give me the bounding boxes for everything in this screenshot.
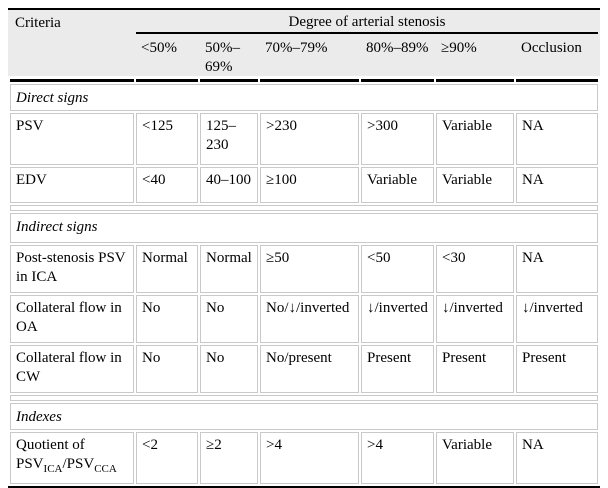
spacer-cell bbox=[10, 205, 599, 211]
cell-value: No bbox=[200, 295, 258, 343]
table-row-post-stenosis-psv: Post-stenosis PSV in ICA Normal Normal ≥… bbox=[10, 245, 599, 293]
section-title: Indirect signs bbox=[10, 213, 599, 243]
col-header-70-79: 70%–79% bbox=[260, 36, 359, 82]
col-header-ge90: ≥90% bbox=[436, 36, 514, 82]
cell-value: Present bbox=[516, 345, 599, 393]
table-row-collateral-oa: Collateral flow in OA No No No/↓/inverte… bbox=[10, 295, 599, 343]
cell-value: Variable bbox=[436, 113, 514, 165]
stenosis-criteria-table: Criteria Degree of arterial stenosis <50… bbox=[8, 10, 600, 486]
section-row-direct-signs: Direct signs bbox=[10, 84, 599, 111]
cell-value: Normal bbox=[136, 245, 198, 293]
section-title: Direct signs bbox=[10, 84, 599, 111]
spacer-cell bbox=[10, 395, 599, 401]
col-header-80-89: 80%–89% bbox=[361, 36, 434, 82]
cell-value: 40–100 bbox=[200, 167, 258, 203]
cell-value: No/↓/inverted bbox=[260, 295, 359, 343]
col-header-occlusion: Occlusion bbox=[516, 36, 599, 82]
group-header-row: Criteria Degree of arterial stenosis bbox=[10, 12, 599, 82]
cell-value: >230 bbox=[260, 113, 359, 165]
section-row-indirect-signs: Indirect signs bbox=[10, 213, 599, 243]
cell-value: ↓/inverted bbox=[436, 295, 514, 343]
cell-value: Variable bbox=[361, 167, 434, 203]
row-label: Post-stenosis PSV in ICA bbox=[10, 245, 134, 293]
section-row-indexes: Indexes bbox=[10, 403, 599, 430]
cell-value: ↓/inverted bbox=[361, 295, 434, 343]
cell-value: NA bbox=[516, 245, 599, 293]
cell-value: <50 bbox=[361, 245, 434, 293]
quotient-sub-cca: CCA bbox=[94, 463, 117, 475]
table-row-collateral-cw: Collateral flow in CW No No No/present P… bbox=[10, 345, 599, 393]
col-header-lt50: <50% bbox=[136, 36, 198, 82]
cell-value: >300 bbox=[361, 113, 434, 165]
stenosis-table-container: Criteria Degree of arterial stenosis <50… bbox=[8, 8, 600, 488]
column-header-row: <50% 50%–69% 70%–79% 80%–89% ≥90% Occlus… bbox=[10, 36, 599, 82]
row-label: Collateral flow in OA bbox=[10, 295, 134, 343]
spacer-row bbox=[10, 395, 599, 401]
table-row-psv-quotient: Quotient of PSVICA/PSVCCA <2 ≥2 >4 >4 Va… bbox=[10, 432, 599, 484]
cell-value: Variable bbox=[436, 167, 514, 203]
cell-value: ≥50 bbox=[260, 245, 359, 293]
cell-value: <2 bbox=[136, 432, 198, 484]
col-header-50-69: 50%–69% bbox=[200, 36, 258, 82]
cell-value: NA bbox=[516, 432, 599, 484]
row-label: PSV bbox=[10, 113, 134, 165]
row-label: Collateral flow in CW bbox=[10, 345, 134, 393]
quotient-psv-ica: PSV bbox=[16, 456, 44, 472]
criteria-column-header: Criteria bbox=[10, 12, 134, 82]
cell-value: Present bbox=[436, 345, 514, 393]
quotient-prefix: Quotient of bbox=[16, 437, 85, 453]
table-row-edv: EDV <40 40–100 ≥100 Variable Variable NA bbox=[10, 167, 599, 203]
cell-value: Variable bbox=[436, 432, 514, 484]
row-label-psv-quotient: Quotient of PSVICA/PSVCCA bbox=[10, 432, 134, 484]
cell-value: <125 bbox=[136, 113, 198, 165]
cell-value: ≥2 bbox=[200, 432, 258, 484]
row-label: EDV bbox=[10, 167, 134, 203]
cell-value: 125–230 bbox=[200, 113, 258, 165]
group-header: Degree of arterial stenosis bbox=[136, 12, 599, 34]
table-body: Direct signs PSV <125 125–230 >230 >300 … bbox=[10, 84, 599, 484]
quotient-sub-ica: ICA bbox=[43, 463, 63, 475]
quotient-slash: / bbox=[62, 456, 67, 472]
cell-value: No/present bbox=[260, 345, 359, 393]
cell-value: NA bbox=[516, 167, 599, 203]
cell-value: No bbox=[200, 345, 258, 393]
spacer-row bbox=[10, 205, 599, 211]
table-header: Criteria Degree of arterial stenosis <50… bbox=[10, 12, 599, 82]
cell-value: No bbox=[136, 345, 198, 393]
table-row-psv: PSV <125 125–230 >230 >300 Variable NA bbox=[10, 113, 599, 165]
cell-value: <30 bbox=[436, 245, 514, 293]
cell-value: >4 bbox=[361, 432, 434, 484]
cell-value: ↓/inverted bbox=[516, 295, 599, 343]
cell-value: Normal bbox=[200, 245, 258, 293]
cell-value: ≥100 bbox=[260, 167, 359, 203]
cell-value: >4 bbox=[260, 432, 359, 484]
cell-value: NA bbox=[516, 113, 599, 165]
cell-value: <40 bbox=[136, 167, 198, 203]
cell-value: Present bbox=[361, 345, 434, 393]
cell-value: No bbox=[136, 295, 198, 343]
quotient-psv-cca: PSV bbox=[66, 456, 95, 472]
section-title: Indexes bbox=[10, 403, 599, 430]
